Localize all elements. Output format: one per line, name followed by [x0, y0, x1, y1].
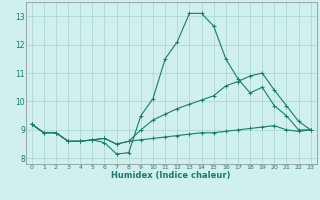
X-axis label: Humidex (Indice chaleur): Humidex (Indice chaleur): [111, 171, 231, 180]
